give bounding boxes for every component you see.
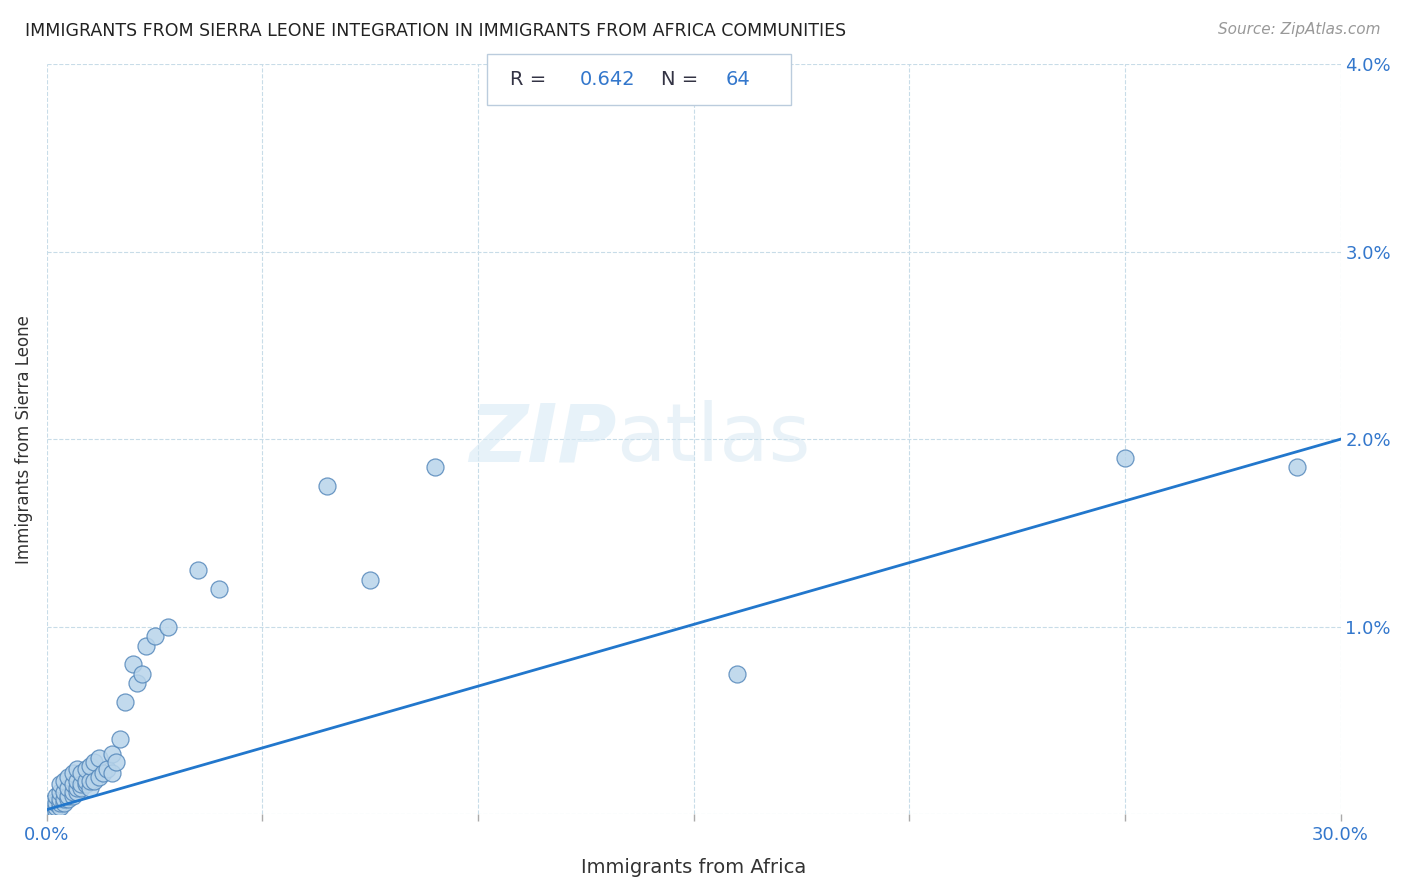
Point (79, 773, 101, 788)
FancyBboxPatch shape (486, 54, 790, 105)
Point (62, 766, 84, 780)
Point (44, 796, 66, 810)
Point (39, 804, 62, 818)
Point (79, 780, 101, 795)
Point (75, 773, 97, 788)
Point (79, 758, 101, 772)
Point (316, 479, 339, 493)
Point (49, 792, 72, 806)
Point (66, 773, 89, 788)
Point (58, 780, 80, 795)
Point (114, 695, 136, 709)
Point (108, 732, 131, 747)
Point (53, 792, 76, 806)
Point (83, 773, 105, 788)
Text: 0.642: 0.642 (579, 70, 636, 89)
Point (70, 780, 93, 795)
Point (62, 789, 84, 803)
Text: R =: R = (510, 70, 553, 89)
Text: ZIP: ZIP (468, 401, 616, 478)
Point (725, 666, 748, 681)
Point (100, 747, 122, 762)
Point (49, 785, 72, 799)
Point (131, 666, 153, 681)
Y-axis label: Immigrants from Sierra Leone: Immigrants from Sierra Leone (15, 315, 32, 564)
Point (187, 564, 209, 578)
Point (44, 804, 66, 818)
Point (208, 582, 231, 597)
Point (156, 620, 179, 634)
Point (53, 796, 76, 810)
Point (143, 629, 166, 643)
Point (66, 762, 89, 776)
Point (87, 770, 110, 784)
Point (49, 796, 72, 810)
Point (62, 785, 84, 799)
X-axis label: Immigrants from Africa: Immigrants from Africa (581, 858, 806, 877)
Point (44, 789, 66, 803)
Point (58, 770, 80, 784)
Point (70, 766, 93, 780)
Point (75, 762, 97, 776)
Point (75, 777, 97, 791)
Point (66, 785, 89, 799)
Text: IMMIGRANTS FROM SIERRA LEONE INTEGRATION IN IMMIGRANTS FROM AFRICA COMMUNITIES: IMMIGRANTS FROM SIERRA LEONE INTEGRATION… (25, 22, 846, 40)
Text: N =: N = (661, 70, 704, 89)
Point (127, 676, 149, 690)
Point (39, 807, 62, 822)
Point (1114, 450, 1136, 465)
Point (104, 755, 127, 769)
Text: Source: ZipAtlas.com: Source: ZipAtlas.com (1218, 22, 1381, 37)
Point (1286, 460, 1309, 475)
Text: atlas: atlas (616, 401, 810, 478)
Point (42, 802, 65, 816)
Point (38, 807, 60, 822)
Point (100, 766, 122, 780)
Point (58, 792, 80, 806)
Point (122, 657, 145, 672)
Point (135, 639, 157, 653)
Point (96, 762, 118, 776)
Point (87, 751, 110, 765)
Point (62, 777, 84, 791)
Point (70, 777, 93, 791)
Point (359, 573, 381, 587)
Point (49, 799, 72, 814)
Point (66, 780, 89, 795)
Point (91, 766, 114, 780)
Point (58, 789, 80, 803)
Point (423, 460, 446, 475)
Point (39, 796, 62, 810)
Point (53, 773, 76, 788)
Point (44, 799, 66, 814)
Text: 64: 64 (725, 70, 751, 89)
Point (83, 755, 105, 769)
Point (49, 777, 72, 791)
Point (53, 785, 76, 799)
